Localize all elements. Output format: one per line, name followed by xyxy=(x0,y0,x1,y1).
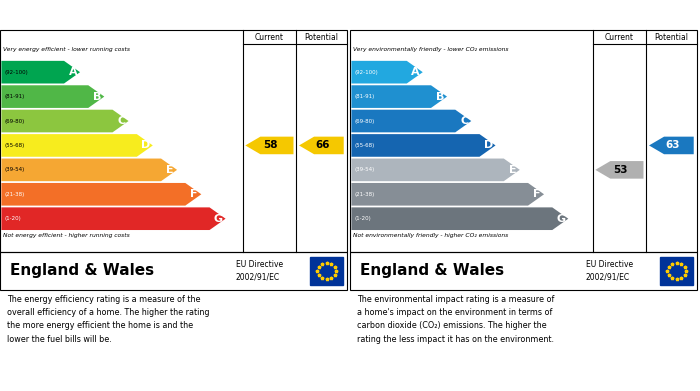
FancyBboxPatch shape xyxy=(310,257,343,285)
Polygon shape xyxy=(1,158,177,181)
Polygon shape xyxy=(299,136,344,154)
Text: B: B xyxy=(435,91,444,102)
Text: (92-100): (92-100) xyxy=(354,70,378,75)
Text: D: D xyxy=(484,140,493,151)
Text: F: F xyxy=(533,189,540,199)
Text: EU Directive
2002/91/EC: EU Directive 2002/91/EC xyxy=(236,260,283,282)
Text: (81-91): (81-91) xyxy=(4,94,25,99)
Text: A: A xyxy=(69,67,77,77)
Text: Potential: Potential xyxy=(304,33,338,42)
Text: B: B xyxy=(93,91,102,102)
Text: Current: Current xyxy=(605,33,634,42)
Text: The energy efficiency rating is a measure of the
overall efficiency of a home. T: The energy efficiency rating is a measur… xyxy=(7,295,209,344)
Text: Environmental Impact (CO₂) Rating: Environmental Impact (CO₂) Rating xyxy=(358,9,591,22)
Text: (21-38): (21-38) xyxy=(4,192,25,197)
Text: (39-54): (39-54) xyxy=(354,167,374,172)
Text: G: G xyxy=(556,214,566,224)
Polygon shape xyxy=(351,61,423,84)
Text: C: C xyxy=(460,116,468,126)
Text: England & Wales: England & Wales xyxy=(360,264,505,278)
Text: C: C xyxy=(118,116,125,126)
Polygon shape xyxy=(351,134,496,157)
Polygon shape xyxy=(1,85,104,108)
Text: A: A xyxy=(411,67,420,77)
Text: 58: 58 xyxy=(264,140,278,151)
Text: (21-38): (21-38) xyxy=(354,192,374,197)
Text: Not environmentally friendly - higher CO₂ emissions: Not environmentally friendly - higher CO… xyxy=(354,233,509,238)
Text: 53: 53 xyxy=(614,165,628,175)
Text: F: F xyxy=(190,189,198,199)
Text: (39-54): (39-54) xyxy=(4,167,25,172)
Polygon shape xyxy=(245,136,293,154)
Text: (81-91): (81-91) xyxy=(354,94,374,99)
Text: 66: 66 xyxy=(316,140,330,151)
Polygon shape xyxy=(1,110,129,132)
Text: The environmental impact rating is a measure of
a home's impact on the environme: The environmental impact rating is a mea… xyxy=(357,295,554,344)
Text: (55-68): (55-68) xyxy=(354,143,374,148)
Polygon shape xyxy=(1,61,80,84)
Text: Very environmentally friendly - lower CO₂ emissions: Very environmentally friendly - lower CO… xyxy=(354,47,509,52)
Polygon shape xyxy=(1,207,225,230)
Polygon shape xyxy=(351,183,544,206)
Text: Not energy efficient - higher running costs: Not energy efficient - higher running co… xyxy=(4,233,130,238)
Text: 63: 63 xyxy=(666,140,680,151)
Polygon shape xyxy=(1,183,202,206)
Text: D: D xyxy=(141,140,150,151)
Polygon shape xyxy=(351,110,471,132)
Text: E: E xyxy=(166,165,174,175)
Polygon shape xyxy=(351,85,447,108)
FancyBboxPatch shape xyxy=(660,257,693,285)
Text: (92-100): (92-100) xyxy=(4,70,28,75)
Text: (69-80): (69-80) xyxy=(4,118,25,124)
Text: (1-20): (1-20) xyxy=(354,216,371,221)
Text: Energy Efficiency Rating: Energy Efficiency Rating xyxy=(8,9,172,22)
Text: Current: Current xyxy=(255,33,284,42)
Text: G: G xyxy=(214,214,223,224)
Text: England & Wales: England & Wales xyxy=(10,264,155,278)
Text: (69-80): (69-80) xyxy=(354,118,374,124)
Polygon shape xyxy=(351,207,568,230)
Text: (55-68): (55-68) xyxy=(4,143,25,148)
Polygon shape xyxy=(649,136,694,154)
Text: Very energy efficient - lower running costs: Very energy efficient - lower running co… xyxy=(4,47,130,52)
Polygon shape xyxy=(351,158,520,181)
Polygon shape xyxy=(595,161,643,179)
Text: (1-20): (1-20) xyxy=(4,216,21,221)
Text: EU Directive
2002/91/EC: EU Directive 2002/91/EC xyxy=(586,260,633,282)
Text: Potential: Potential xyxy=(654,33,688,42)
Polygon shape xyxy=(1,134,153,157)
Text: E: E xyxy=(509,165,517,175)
